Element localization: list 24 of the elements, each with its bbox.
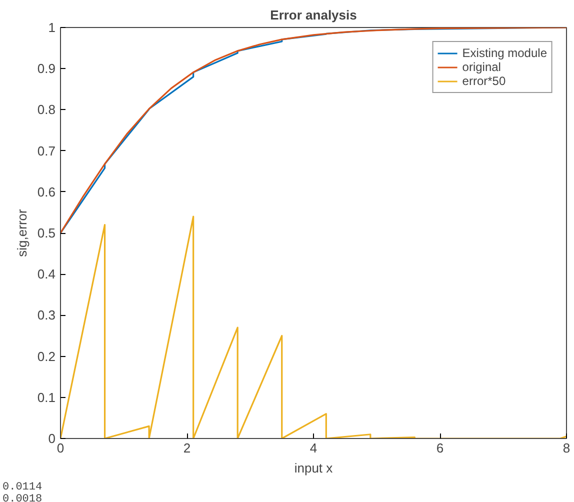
y-tick-label: 0.6	[37, 184, 56, 200]
text: 0.0114	[2, 482, 43, 494]
x-tick-label: 4	[310, 440, 318, 456]
x-tick-label: 2	[183, 440, 191, 456]
line-series	[60, 28, 566, 234]
y-tick-label: 0.3	[37, 308, 56, 323]
legend-label: original	[462, 60, 501, 74]
x-tick-label: 6	[436, 440, 444, 456]
y-tick-label: 0.2	[37, 348, 56, 364]
y-tick-label: 0.5	[37, 226, 56, 240]
y-tick-label: 0.8	[37, 102, 56, 118]
y-axis-title: sig,error	[14, 208, 30, 257]
text: 0.0018	[2, 494, 42, 502]
y-tick-label: 0.4	[37, 266, 56, 282]
y-tick-label: 0.7	[37, 143, 56, 158]
y-tick-label: 1	[48, 20, 56, 35]
chart-title: Error analysis	[270, 8, 357, 22]
y-tick-label: 0	[48, 431, 56, 446]
legend-label: Existing module	[462, 46, 547, 60]
x-tick-label: 8	[562, 440, 570, 456]
y-tick-label: 0.1	[37, 390, 56, 405]
legend-label: error*50	[462, 74, 506, 88]
x-axis-title: input x	[294, 460, 334, 476]
y-tick-label: 0.9	[37, 61, 56, 76]
